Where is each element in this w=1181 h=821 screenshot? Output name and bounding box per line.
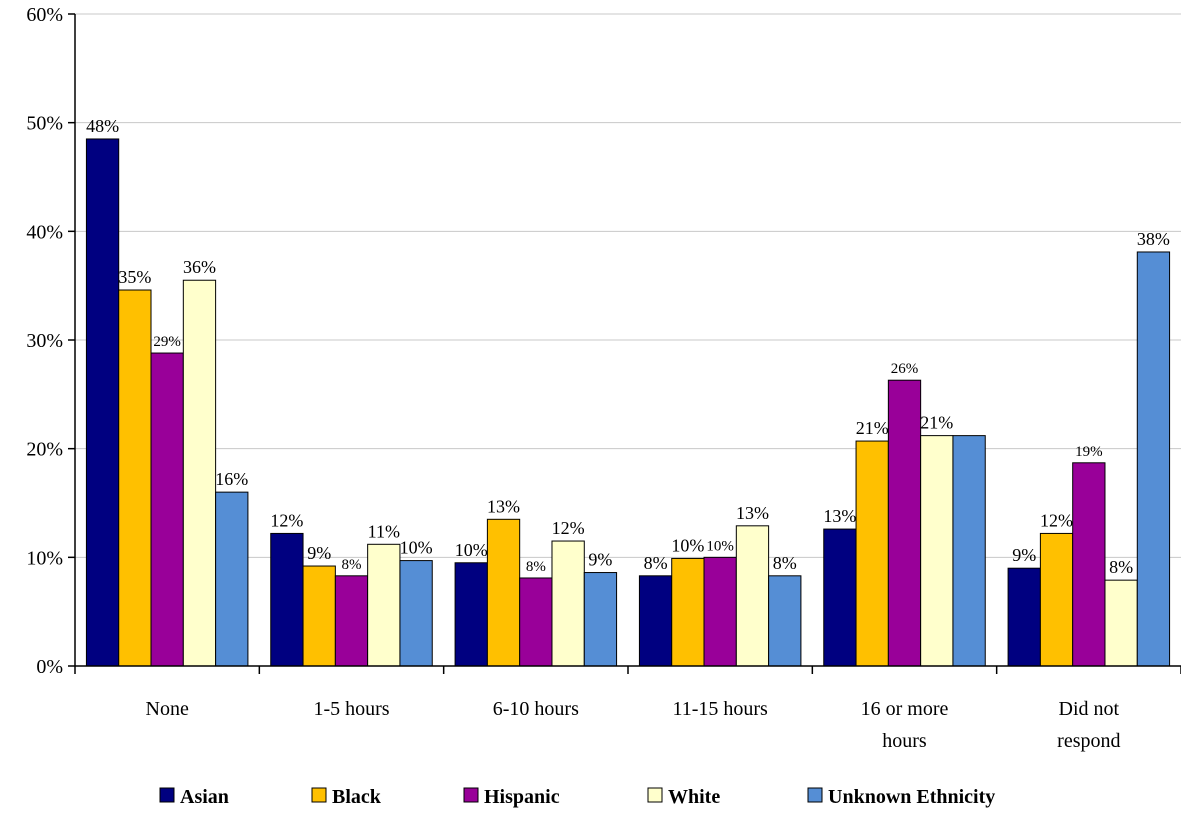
bar <box>215 491 249 667</box>
bar <box>454 562 488 667</box>
bar <box>735 525 770 667</box>
y-tick-label: 60% <box>26 4 63 26</box>
bar <box>1007 567 1041 667</box>
legend: Asian Black Hispanic White Unknown Ethnicity <box>159 786 995 808</box>
gridlines <box>75 13 1181 558</box>
data-label: 21% <box>920 413 953 433</box>
data-label: 9% <box>307 543 331 563</box>
bar <box>150 352 184 667</box>
data-label: 13% <box>487 496 520 516</box>
data-label: 16% <box>215 469 248 489</box>
data-label: 9% <box>588 550 612 570</box>
data-label: 9% <box>1012 545 1036 565</box>
bar <box>671 557 705 667</box>
bar <box>118 289 152 667</box>
data-label: 21% <box>856 418 889 438</box>
bar <box>703 556 737 667</box>
data-label: 10% <box>706 538 734 554</box>
legend-swatch <box>311 787 327 803</box>
data-label: 8% <box>1109 557 1133 577</box>
bar <box>367 543 401 667</box>
y-tick-label: 10% <box>26 547 63 569</box>
data-label: 36% <box>183 257 216 277</box>
bar <box>952 435 986 667</box>
legend-label: Black <box>332 786 382 808</box>
bar <box>1072 462 1106 667</box>
bar <box>855 440 889 667</box>
data-label: 13% <box>736 503 769 523</box>
data-label: 19% <box>1075 444 1103 460</box>
bar <box>1039 532 1074 667</box>
bar <box>823 528 857 667</box>
data-label: 38% <box>1137 229 1170 249</box>
bar <box>302 565 336 667</box>
data-label: 8% <box>773 553 797 573</box>
axes: 0% 10% 20% 30% 40% 50% 60% None 1-5 hours 6-10 ho… <box>26 4 1181 752</box>
x-category-label: 1-5 hours <box>313 698 389 720</box>
legend-swatch <box>647 787 663 803</box>
legend-label: Unknown Ethnicity <box>828 786 995 808</box>
legend-label: White <box>668 786 720 808</box>
bar <box>551 540 585 667</box>
data-label: 26% <box>891 361 919 377</box>
bar <box>270 532 304 667</box>
legend-swatch <box>807 787 823 803</box>
data-label: 10% <box>455 540 488 560</box>
bar <box>334 575 369 667</box>
data-label: 35% <box>118 267 151 287</box>
legend-swatch <box>159 787 175 803</box>
data-label: 11% <box>368 521 400 541</box>
y-tick-label: 40% <box>26 221 63 243</box>
bar <box>486 518 521 667</box>
bar <box>399 560 433 667</box>
legend-label: Hispanic <box>484 786 560 808</box>
x-category-label: 6-10 hours <box>493 698 579 720</box>
data-labels: 48%12%10%8%13%9%35%9%13%10%21%12%29%8% 8%… <box>86 116 1170 577</box>
legend-label: Asian <box>180 786 229 808</box>
bar <box>920 435 954 667</box>
data-label: 29% <box>153 334 181 350</box>
data-label: 12% <box>552 518 585 538</box>
x-category-label: 11-15 hours <box>672 698 768 720</box>
y-tick-label: 30% <box>26 330 63 352</box>
data-label: 10% <box>400 538 433 558</box>
data-label: 48% <box>86 116 119 136</box>
y-tick-label: 20% <box>26 439 63 461</box>
x-category-label: 16 or more hours <box>861 698 949 752</box>
bars <box>85 138 1171 667</box>
data-label: 8% <box>526 559 546 575</box>
data-label: 12% <box>270 510 303 530</box>
data-label: 10% <box>671 535 704 555</box>
bar <box>182 279 217 667</box>
legend-swatch <box>463 787 479 803</box>
bar <box>768 575 802 667</box>
bar <box>85 138 120 667</box>
x-category-label: Did not respond <box>1057 698 1120 752</box>
bar <box>887 379 922 667</box>
bar <box>519 577 553 667</box>
bar <box>1104 579 1138 667</box>
bar <box>1136 251 1171 667</box>
data-label: 13% <box>823 506 856 526</box>
bar <box>638 575 673 667</box>
y-tick-label: 50% <box>26 113 63 135</box>
x-category-label: None <box>146 698 189 720</box>
bar <box>583 572 618 667</box>
y-tick-label: 0% <box>36 656 63 678</box>
data-label: 12% <box>1040 510 1073 530</box>
data-label: 8% <box>342 557 362 573</box>
data-label: 8% <box>644 553 668 573</box>
